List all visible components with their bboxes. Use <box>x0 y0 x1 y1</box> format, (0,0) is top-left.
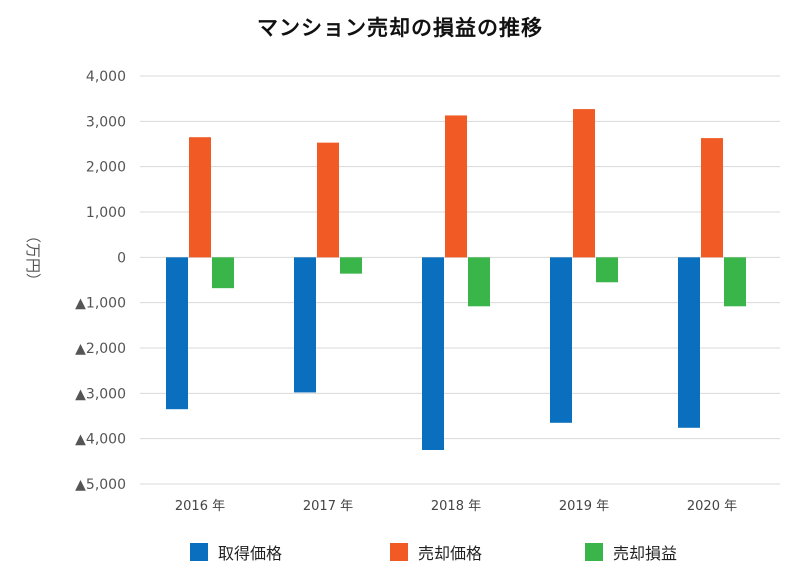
legend-item: 取得価格 <box>190 540 282 564</box>
y-tick-label: 1,000 <box>86 205 126 221</box>
legend-label: 取得価格 <box>218 544 283 563</box>
legend-label: 売却損益 <box>613 544 678 563</box>
bar-sale <box>317 142 339 258</box>
y-tick-label: ▲2,000 <box>75 341 126 357</box>
bar-profit-loss <box>468 257 490 307</box>
bar-profit-loss <box>724 257 746 307</box>
x-tick-label: 2016 年 <box>175 499 225 514</box>
y-axis-ticks: 4,000 3,000 2,000 1,000 0 ▲1,000 ▲2,000 ▲3,000 ▲… <box>75 69 126 493</box>
y-axis-label: （万円） <box>24 228 42 288</box>
legend-swatch <box>390 543 408 561</box>
y-tick-label: 4,000 <box>86 69 126 85</box>
bars <box>166 109 746 450</box>
bar-acquisition <box>678 257 700 428</box>
legend-label: 売却価格 <box>418 544 483 563</box>
x-axis-ticks: 2016 年 2017 年 2018 年 2019 年 2020 年 <box>175 499 737 514</box>
legend-swatch <box>190 543 208 561</box>
bar-sale <box>573 109 595 258</box>
bar-sale <box>701 138 723 258</box>
y-tick-label: ▲4,000 <box>75 432 126 448</box>
bar-acquisition <box>166 257 188 410</box>
y-tick-label: ▲1,000 <box>75 296 126 312</box>
legend-item: 売却損益 <box>585 540 677 564</box>
y-tick-label: ▲5,000 <box>75 477 126 493</box>
x-tick-label: 2017 年 <box>303 499 353 514</box>
bar-profit-loss <box>340 257 362 274</box>
bar-sale <box>445 115 467 258</box>
x-tick-label: 2020 年 <box>687 499 737 514</box>
bar-profit-loss <box>596 257 618 283</box>
y-tick-label: 2,000 <box>86 160 126 176</box>
chart-title: マンション売却の損益の推移 <box>257 16 543 40</box>
legend: 取得価格 売却価格 売却損益 <box>0 540 800 570</box>
bar-acquisition <box>550 257 572 423</box>
y-tick-label: ▲3,000 <box>75 386 126 402</box>
y-tick-label: 0 <box>117 250 126 266</box>
bar-profit-loss <box>212 257 234 289</box>
y-tick-label: 3,000 <box>86 114 126 130</box>
bar-acquisition <box>294 257 316 393</box>
x-tick-label: 2019 年 <box>559 499 609 514</box>
bar-sale <box>189 137 211 258</box>
bar-acquisition <box>422 257 444 450</box>
x-tick-label: 2018 年 <box>431 499 481 514</box>
legend-swatch <box>585 543 603 561</box>
legend-item: 売却価格 <box>390 540 482 564</box>
